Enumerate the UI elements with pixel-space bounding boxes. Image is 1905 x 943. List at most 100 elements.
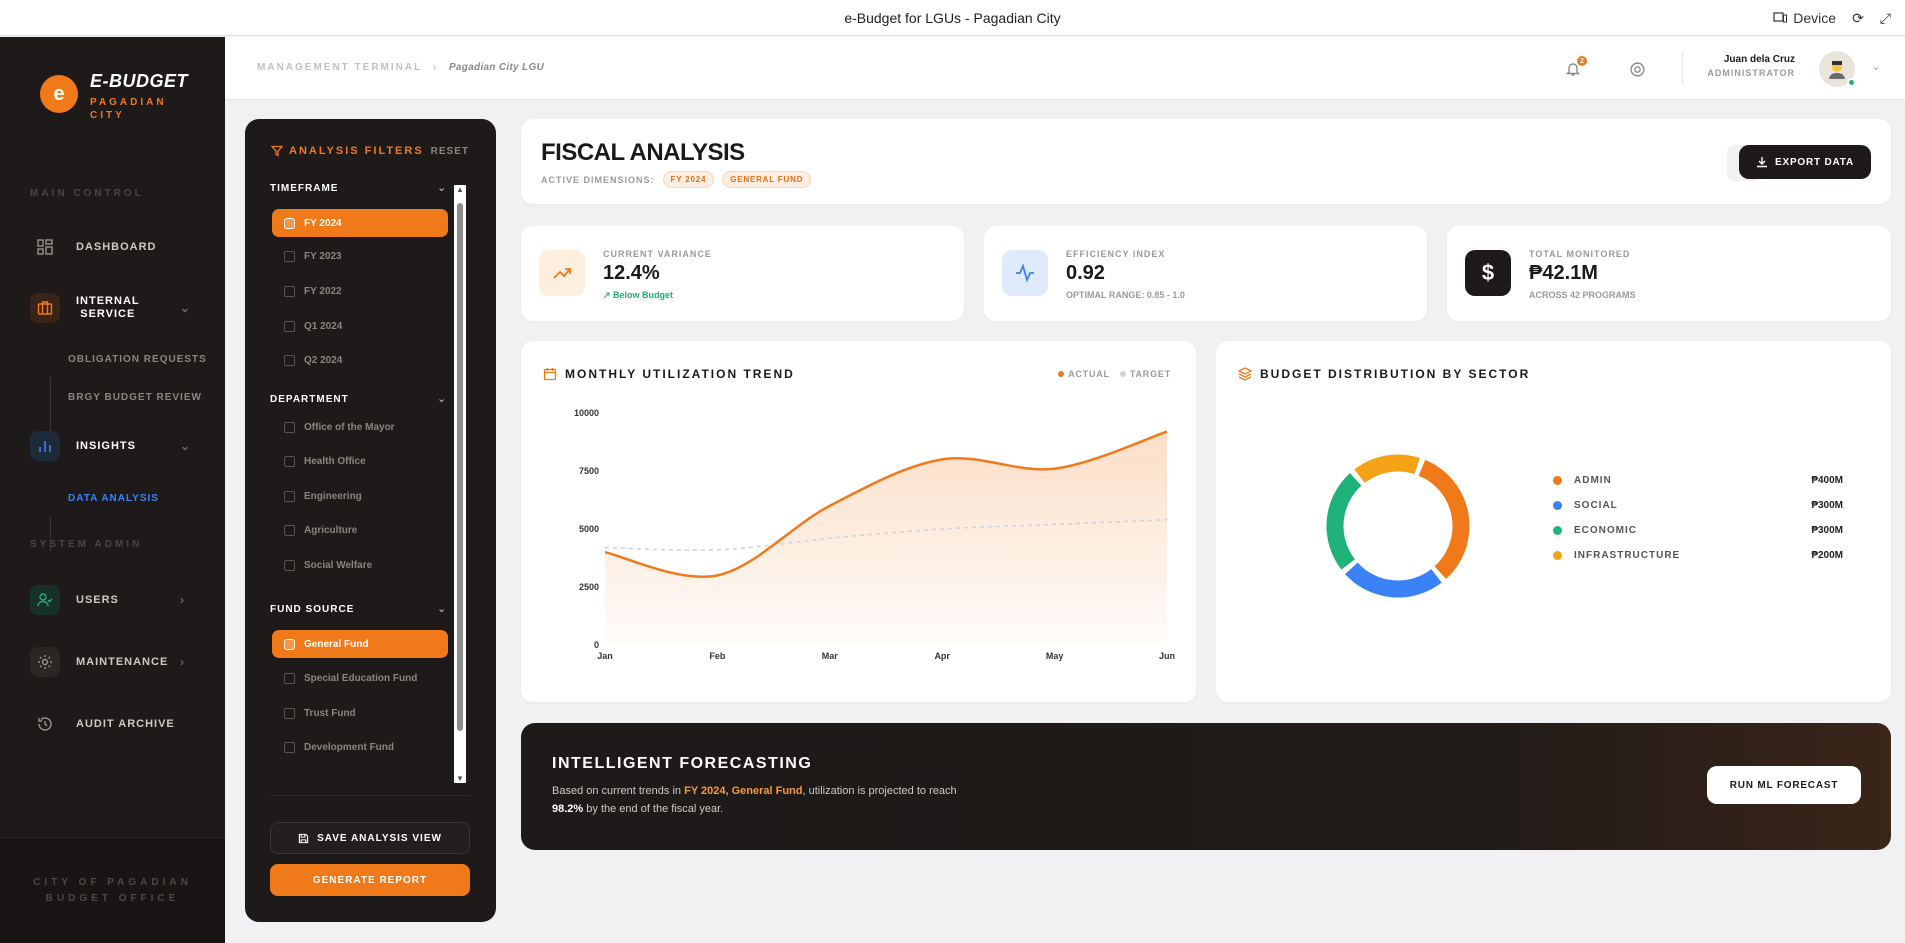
- filter-group-timeframe[interactable]: TIMEFRAME: [270, 183, 339, 194]
- stat-sub: ACROSS 42 PROGRAMS: [1529, 290, 1636, 300]
- legend-value: ₱300M: [1811, 524, 1843, 536]
- filter-option-fund[interactable]: Trust Fund: [272, 699, 448, 727]
- fullscreen-icon[interactable]: ⤢: [1879, 9, 1891, 26]
- calendar-icon: [543, 368, 557, 381]
- chevron-down-icon[interactable]: ⌄: [1870, 59, 1881, 73]
- window-title: e-Budget for LGUs - Pagadian City: [844, 9, 1061, 26]
- sidebar-item-dashboard[interactable]: DASHBOARD: [30, 232, 157, 262]
- brand-logo[interactable]: e E-BUDGET PAGADIAN CITY: [40, 71, 188, 122]
- sidebar-item-label: INSIGHTS: [76, 440, 136, 452]
- y-tick-label: 0: [594, 640, 599, 650]
- filter-option-department[interactable]: Office of the Mayor: [272, 413, 448, 441]
- refresh-window-icon[interactable]: ⟳: [1852, 9, 1864, 26]
- sidebar: e E-BUDGET PAGADIAN CITY MAIN CONTROL DA…: [0, 37, 225, 943]
- sidebar-item-audit-archive[interactable]: AUDIT ARCHIVE: [30, 709, 175, 739]
- sidebar-item-users[interactable]: USERS ›: [30, 585, 220, 615]
- donut-slice-admin: [1418, 459, 1470, 579]
- brand-title: E-BUDGET: [90, 71, 188, 91]
- legend-row-admin: ADMIN ₱400M: [1553, 472, 1843, 488]
- filter-option-department[interactable]: Agriculture: [272, 516, 448, 544]
- sidebar-item-internal-service[interactable]: INTERNAL SERVICE ⌄: [30, 293, 220, 323]
- footer-line-2: BUDGET OFFICE: [45, 892, 180, 904]
- dimension-chip-fy[interactable]: FY 2024: [662, 171, 715, 188]
- sector-donut-chart: [1326, 454, 1470, 598]
- stat-label: TOTAL MONITORED: [1529, 249, 1631, 259]
- settings-button[interactable]: [1625, 57, 1649, 81]
- filter-option-timeframe[interactable]: FY 2024: [272, 209, 448, 237]
- filter-scrollbar[interactable]: ▲ ▼: [454, 185, 466, 783]
- stat-label: CURRENT VARIANCE: [603, 249, 712, 259]
- filter-group-fund-source[interactable]: FUND SOURCE: [270, 604, 355, 615]
- save-analysis-view-button[interactable]: SAVE ANALYSIS VIEW: [270, 822, 470, 854]
- filter-option-timeframe[interactable]: Q2 2024: [272, 346, 448, 374]
- sidebar-item-maintenance[interactable]: MAINTENANCE ›: [30, 647, 220, 677]
- notification-button[interactable]: 2: [1561, 56, 1587, 81]
- filter-option-fund[interactable]: Development Fund: [272, 733, 448, 761]
- chevron-down-icon[interactable]: ⌄: [437, 603, 447, 615]
- x-tick-label: Jun: [1159, 651, 1175, 661]
- filter-option-label: FY 2023: [304, 250, 342, 262]
- filter-option-department[interactable]: Health Office: [272, 447, 448, 475]
- legend-target[interactable]: TARGET: [1119, 369, 1171, 379]
- scrollbar-thumb[interactable]: [457, 203, 463, 731]
- chevron-down-icon[interactable]: ⌄: [437, 393, 447, 405]
- device-icon: [1773, 12, 1788, 23]
- filter-option-fund[interactable]: Special Education Fund: [272, 664, 448, 692]
- filter-option-fund[interactable]: General Fund: [272, 630, 448, 658]
- filter-option-label: FY 2024: [304, 217, 342, 229]
- legend-label: ADMIN: [1574, 474, 1612, 486]
- reset-filters-button[interactable]: RESET: [430, 146, 469, 157]
- sidebar-item-obligation-requests[interactable]: OBLIGATION REQUESTS: [68, 354, 207, 365]
- filter-option-label: Engineering: [304, 490, 362, 502]
- filter-option-department[interactable]: Engineering: [272, 482, 448, 510]
- chart-title-text: MONTHLY UTILIZATION TREND: [565, 367, 795, 381]
- stat-value: ₱42.1M: [1529, 262, 1598, 284]
- forecast-text-2: , utilization is projected to reach: [802, 785, 957, 797]
- fiscal-analysis-header: FISCAL ANALYSIS ACTIVE DIMENSIONS: FY 20…: [521, 119, 1891, 204]
- dimension-chip-fund[interactable]: GENERAL FUND: [722, 171, 812, 188]
- filter-option-label: Agriculture: [304, 524, 358, 536]
- donut-slice-economic: [1326, 473, 1362, 570]
- breadcrumb-root[interactable]: MANAGEMENT TERMINAL: [257, 62, 423, 73]
- export-data-button[interactable]: EXPORT DATA: [1739, 145, 1871, 179]
- device-toggle[interactable]: Device: [1773, 10, 1836, 26]
- sidebar-item-label: SERVICE: [80, 308, 136, 320]
- actual-line: [604, 430, 1168, 578]
- run-ml-forecast-button[interactable]: RUN ML FORECAST: [1707, 766, 1861, 804]
- user-info[interactable]: Juan dela Cruz ADMINISTRATOR: [1707, 54, 1795, 78]
- filter-option-label: Trust Fund: [304, 707, 356, 719]
- activity-icon: [1002, 250, 1048, 296]
- window-titlebar: e-Budget for LGUs - Pagadian City Device…: [0, 0, 1905, 36]
- filter-option-timeframe[interactable]: FY 2023: [272, 242, 448, 270]
- sidebar-item-insights[interactable]: INSIGHTS ⌄: [30, 431, 220, 461]
- breadcrumb-current: Pagadian City LGU: [448, 62, 545, 73]
- window-controls: Device ⟳ ⤢: [1773, 0, 1891, 36]
- legend-value: ₱200M: [1811, 549, 1843, 561]
- filter-option-department[interactable]: Social Welfare: [272, 551, 448, 579]
- filter-group-department[interactable]: DEPARTMENT: [270, 394, 349, 405]
- filter-option-timeframe[interactable]: Q1 2024: [272, 312, 448, 340]
- sidebar-item-data-analysis[interactable]: DATA ANALYSIS: [68, 493, 159, 504]
- scroll-up-icon[interactable]: ▲: [456, 185, 464, 194]
- legend-label: TARGET: [1129, 369, 1171, 379]
- generate-report-button[interactable]: GENERATE REPORT: [270, 864, 470, 896]
- sidebar-item-brgy-budget-review[interactable]: BRGY BUDGET REVIEW: [68, 392, 202, 403]
- filter-option-timeframe[interactable]: FY 2022: [272, 277, 448, 305]
- checkbox: [284, 354, 295, 366]
- legend-dot: [1058, 371, 1065, 377]
- checkbox: [284, 672, 295, 684]
- stat-card-variance: CURRENT VARIANCE 12.4% ↗ Below Budget: [521, 226, 964, 321]
- checkbox-checked: [284, 217, 295, 229]
- user-name: Juan dela Cruz: [1723, 54, 1795, 65]
- x-tick-label: Jan: [597, 651, 613, 661]
- brand-subtitle-2: CITY: [90, 110, 125, 121]
- scroll-down-icon[interactable]: ▼: [456, 774, 464, 783]
- filter-option-label: Social Welfare: [304, 559, 373, 571]
- chevron-down-icon[interactable]: ⌄: [437, 182, 447, 194]
- sidebar-item-label: AUDIT ARCHIVE: [76, 718, 175, 730]
- breadcrumb: MANAGEMENT TERMINAL › Pagadian City LGU: [257, 62, 544, 73]
- stat-sub-text: Below Budget: [613, 290, 674, 300]
- online-status-dot: [1847, 78, 1856, 87]
- avatar[interactable]: [1819, 51, 1856, 87]
- legend-actual[interactable]: ACTUAL: [1058, 369, 1110, 379]
